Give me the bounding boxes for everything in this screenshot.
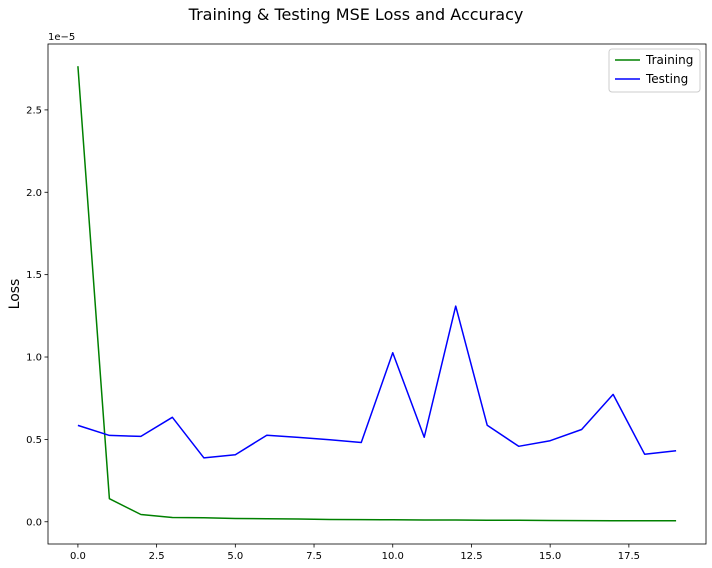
plot-frame — [47, 43, 707, 545]
series-line-testing — [77, 305, 677, 459]
x-axis: 0.0 2.5 5.0 7.5 10.0 12.5 15.0 17.5 — [70, 544, 640, 562]
legend: Training Testing — [608, 48, 701, 93]
series-layer — [77, 66, 677, 522]
x-tick-label: 12.5 — [460, 551, 482, 562]
y-tick-label: 1.5 — [26, 270, 42, 281]
y-tick-label: 2.5 — [26, 105, 42, 116]
y-tick-label: 0.0 — [26, 517, 42, 528]
y-axis-label: Loss — [7, 279, 23, 310]
y-tick-label: 1.0 — [26, 353, 42, 364]
y-axis: 0.0 0.5 1.0 1.5 2.0 2.5 — [26, 105, 48, 528]
x-tick-label: 10.0 — [382, 551, 404, 562]
series-line-training — [77, 66, 677, 522]
y-tick-label: 0.5 — [26, 435, 42, 446]
x-tick-label: 15.0 — [539, 551, 561, 562]
x-tick-label: 5.0 — [227, 551, 243, 562]
x-tick-label: 0.0 — [70, 551, 86, 562]
x-tick-label: 2.5 — [149, 551, 165, 562]
legend-label-training: Training — [645, 53, 693, 67]
legend-label-testing: Testing — [645, 72, 688, 86]
x-tick-label: 7.5 — [306, 551, 322, 562]
y-axis-offset-label: 1e−5 — [48, 32, 75, 43]
x-tick-label: 17.5 — [618, 551, 640, 562]
chart-title: Training & Testing MSE Loss and Accuracy — [188, 5, 524, 24]
y-tick-label: 2.0 — [26, 188, 42, 199]
